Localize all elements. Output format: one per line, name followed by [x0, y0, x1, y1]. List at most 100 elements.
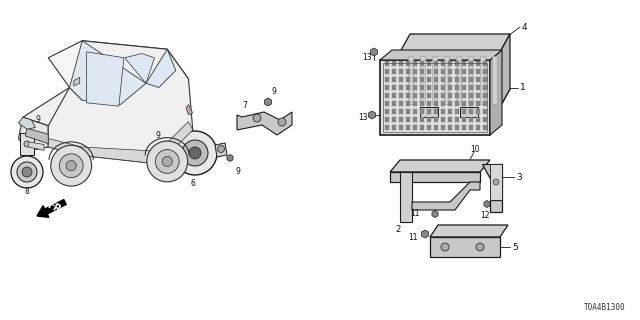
Bar	[392, 101, 396, 106]
Bar	[413, 61, 417, 66]
Bar	[483, 125, 487, 130]
Bar	[448, 93, 452, 98]
Polygon shape	[430, 225, 508, 237]
Bar	[427, 101, 431, 106]
Bar	[427, 85, 431, 90]
Circle shape	[441, 243, 449, 251]
Circle shape	[173, 131, 217, 175]
FancyArrow shape	[37, 200, 66, 217]
Bar	[413, 77, 417, 82]
Bar	[380, 60, 490, 135]
Text: 6: 6	[191, 179, 195, 188]
Polygon shape	[490, 50, 502, 135]
Bar	[448, 117, 452, 122]
Circle shape	[278, 118, 286, 126]
Bar	[492, 56, 497, 104]
Bar	[455, 117, 459, 122]
Text: 8: 8	[24, 188, 29, 196]
Bar	[427, 61, 431, 66]
Bar	[441, 61, 445, 66]
Polygon shape	[48, 41, 189, 96]
Polygon shape	[26, 118, 33, 126]
Bar	[413, 93, 417, 98]
Bar	[385, 61, 389, 66]
Bar	[469, 93, 473, 98]
Bar	[483, 109, 487, 114]
Bar	[383, 63, 487, 132]
Bar	[420, 109, 424, 114]
Bar	[413, 117, 417, 122]
Bar	[385, 77, 389, 82]
Bar	[483, 93, 487, 98]
Bar	[462, 61, 466, 66]
Circle shape	[156, 149, 179, 173]
Bar	[420, 61, 424, 66]
Bar	[399, 101, 403, 106]
Bar	[462, 101, 466, 106]
Bar	[444, 56, 449, 104]
Bar	[441, 69, 445, 74]
Bar	[441, 93, 445, 98]
Bar	[399, 125, 403, 130]
Bar	[441, 109, 445, 114]
Text: 11: 11	[410, 210, 419, 219]
Polygon shape	[401, 210, 408, 218]
Polygon shape	[484, 201, 490, 207]
Bar	[385, 117, 389, 122]
Bar	[462, 69, 466, 74]
Bar	[420, 93, 424, 98]
Bar	[455, 77, 459, 82]
Circle shape	[182, 140, 208, 166]
Bar	[434, 117, 438, 122]
Bar	[385, 109, 389, 114]
Bar	[385, 85, 389, 90]
Circle shape	[493, 179, 499, 185]
Bar	[476, 69, 480, 74]
Bar	[468, 56, 473, 104]
Bar	[448, 109, 452, 114]
Bar	[420, 85, 424, 90]
Bar	[420, 69, 424, 74]
Polygon shape	[48, 41, 193, 164]
Text: 13: 13	[362, 53, 372, 62]
Bar	[392, 117, 396, 122]
Bar	[20, 133, 34, 155]
Text: 13: 13	[358, 114, 367, 123]
Bar	[385, 101, 389, 106]
Bar	[476, 117, 480, 122]
Bar	[469, 85, 473, 90]
Bar	[441, 125, 445, 130]
Polygon shape	[237, 112, 292, 135]
Bar	[406, 85, 410, 90]
Text: T0A4B1300: T0A4B1300	[584, 303, 625, 312]
Polygon shape	[400, 34, 510, 52]
Bar	[469, 109, 473, 114]
Text: 9: 9	[235, 166, 240, 175]
Polygon shape	[482, 164, 502, 212]
Bar	[483, 61, 487, 66]
Bar	[399, 61, 403, 66]
Bar	[469, 61, 473, 66]
Bar	[476, 93, 480, 98]
Bar	[420, 56, 425, 104]
Bar	[392, 77, 396, 82]
Circle shape	[24, 141, 30, 147]
Bar	[385, 93, 389, 98]
Bar	[427, 77, 431, 82]
Bar	[406, 125, 410, 130]
Bar	[476, 61, 480, 66]
Text: 11: 11	[408, 233, 417, 242]
Circle shape	[465, 164, 472, 171]
Text: 7: 7	[243, 100, 248, 109]
Bar	[432, 56, 437, 104]
Bar	[406, 117, 410, 122]
Polygon shape	[390, 172, 480, 182]
Bar	[392, 69, 396, 74]
Bar	[406, 109, 410, 114]
Bar	[441, 117, 445, 122]
Text: 5: 5	[512, 243, 518, 252]
Bar	[483, 85, 487, 90]
Bar	[455, 85, 459, 90]
Polygon shape	[157, 143, 163, 151]
Bar	[448, 69, 452, 74]
